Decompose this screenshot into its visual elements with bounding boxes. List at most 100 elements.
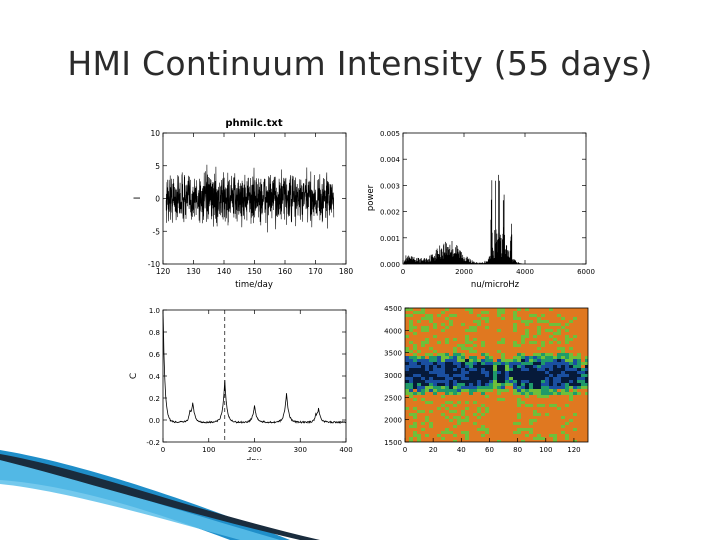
heatmap-cell (545, 440, 550, 442)
heatmap-cell (489, 434, 494, 438)
heatmap-cell (405, 437, 410, 441)
slide-title: HMI Continuum Intensity (55 days) (67, 44, 653, 83)
heatmap-cell (465, 431, 470, 435)
heatmap-cell (561, 371, 566, 375)
heatmap-cell (453, 320, 458, 324)
heatmap-cell (585, 365, 588, 369)
heatmap-cell (533, 392, 538, 396)
heatmap-cell (585, 380, 588, 384)
heatmap-cell (505, 386, 510, 390)
heatmap-cell (585, 353, 588, 357)
heatmap-cell (409, 350, 414, 354)
heatmap-cell (553, 431, 558, 435)
heatmap-cell (577, 332, 582, 336)
heatmap-cell (533, 377, 538, 381)
heatmap-cell (457, 353, 462, 357)
heatmap-cell (573, 362, 578, 366)
heatmap-cell (545, 371, 550, 375)
heatmap-cell (473, 437, 478, 441)
heatmap-cell (501, 386, 506, 390)
heatmap-cell (585, 392, 588, 396)
heatmap-cell (449, 413, 454, 417)
heatmap-cell (425, 380, 430, 384)
heatmap-cell (417, 431, 422, 435)
heatmap-cell (501, 374, 506, 378)
heatmap-cell (521, 440, 526, 442)
heatmap-cell (557, 407, 562, 411)
heatmap-cell (521, 353, 526, 357)
heatmap-cell (497, 395, 502, 399)
heatmap-cell (573, 434, 578, 438)
heatmap-cell (569, 371, 574, 375)
heatmap-cell (493, 362, 498, 366)
heatmap-cell (477, 434, 482, 438)
light-curve-xtick-label: 130 (186, 267, 201, 276)
heatmap-xtick-label: 120 (567, 446, 580, 454)
heatmap-cell (517, 374, 522, 378)
heatmap-cell (485, 392, 490, 396)
heatmap-cell (529, 314, 534, 318)
autocorrelation-ytick-label: -0.2 (146, 439, 160, 447)
heatmap-cell (501, 389, 506, 393)
heatmap-cell (541, 440, 546, 442)
heatmap-cell (497, 422, 502, 426)
heatmap-cell (469, 416, 474, 420)
heatmap-cell (489, 335, 494, 339)
heatmap-cell (509, 320, 514, 324)
heatmap-cell (509, 350, 514, 354)
heatmap-cell (569, 365, 574, 369)
heatmap-cell (557, 395, 562, 399)
heatmap-cell (421, 332, 426, 336)
heatmap-cell (477, 317, 482, 321)
heatmap-cell (433, 398, 438, 402)
heatmap-cell (421, 377, 426, 381)
heatmap-cell (545, 437, 550, 441)
heatmap-cell (465, 341, 470, 345)
heatmap-cell (569, 425, 574, 429)
heatmap-cell (537, 377, 542, 381)
heatmap-cell (445, 332, 450, 336)
heatmap-cell (537, 389, 542, 393)
heatmap-cell (505, 401, 510, 405)
heatmap-cell (541, 311, 546, 315)
heatmap-cell (509, 416, 514, 420)
heatmap-cell (437, 383, 442, 387)
heatmap-cell (441, 326, 446, 330)
heatmap-cell (497, 344, 502, 348)
heatmap-cell (485, 338, 490, 342)
heatmap-cell (573, 368, 578, 372)
heatmap-cell (441, 407, 446, 411)
heatmap-cell (509, 329, 514, 333)
heatmap-cell (577, 413, 582, 417)
heatmap-cell (473, 392, 478, 396)
heatmap-cell (513, 383, 518, 387)
heatmap-cell (405, 413, 410, 417)
heatmap-cell (409, 329, 414, 333)
heatmap-cell (477, 422, 482, 426)
heatmap-cell (501, 434, 506, 438)
heatmap-cell (517, 383, 522, 387)
heatmap-cell (433, 401, 438, 405)
heatmap-cell (553, 350, 558, 354)
heatmap-cell (417, 392, 422, 396)
light-curve-signal (165, 164, 335, 233)
heatmap-cell (585, 386, 588, 390)
heatmap-cell (497, 374, 502, 378)
heatmap-cell (433, 386, 438, 390)
heatmap-cell (433, 377, 438, 381)
heatmap-cell (453, 422, 458, 426)
heatmap-cell (489, 413, 494, 417)
heatmap-cell (561, 368, 566, 372)
heatmap-cell (405, 344, 410, 348)
heatmap-cell (465, 434, 470, 438)
heatmap-cell (561, 428, 566, 432)
heatmap-cell (433, 425, 438, 429)
heatmap-cell (573, 425, 578, 429)
heatmap-cell (465, 335, 470, 339)
heatmap-cell (581, 368, 586, 372)
heatmap-cell (541, 416, 546, 420)
heatmap-cell (421, 407, 426, 411)
heatmap-cell (481, 401, 486, 405)
heatmap-cell (557, 377, 562, 381)
